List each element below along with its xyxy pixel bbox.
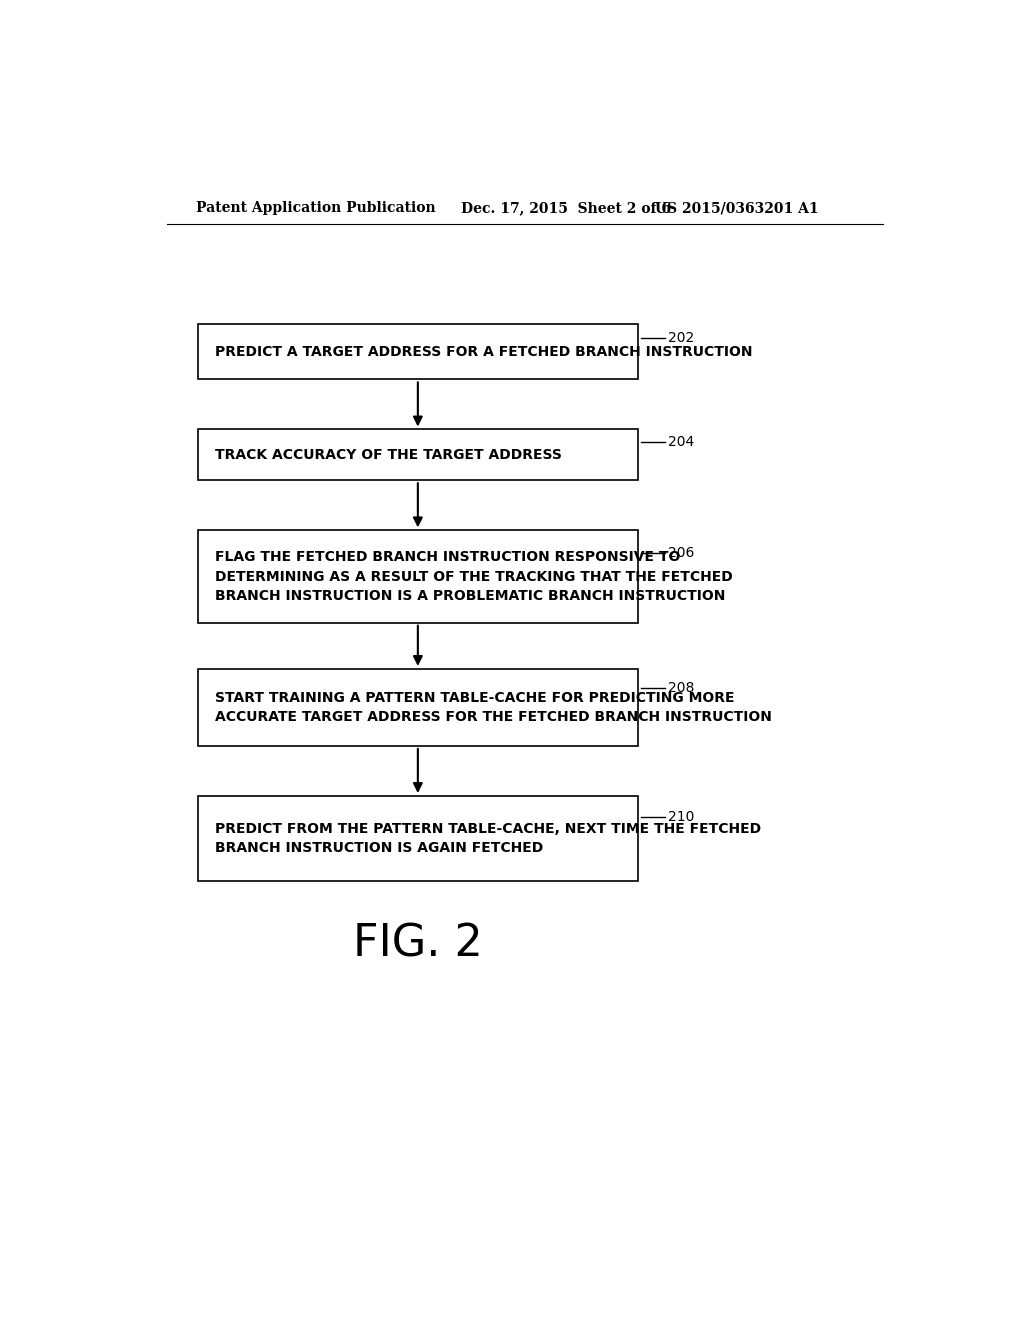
Bar (198, 669, 638, 746)
Bar (198, 429, 638, 480)
Text: 202: 202 (669, 331, 694, 345)
Bar (198, 323, 638, 379)
Text: PREDICT A TARGET ADDRESS FOR A FETCHED BRANCH INSTRUCTION: PREDICT A TARGET ADDRESS FOR A FETCHED B… (215, 345, 753, 359)
Text: 204: 204 (669, 436, 694, 449)
Bar (198, 796, 638, 880)
Text: 208: 208 (669, 681, 694, 696)
Text: TRACK ACCURACY OF THE TARGET ADDRESS: TRACK ACCURACY OF THE TARGET ADDRESS (215, 447, 562, 462)
Text: FLAG THE FETCHED BRANCH INSTRUCTION RESPONSIVE TO
DETERMINING AS A RESULT OF THE: FLAG THE FETCHED BRANCH INSTRUCTION RESP… (215, 550, 732, 603)
Text: 210: 210 (669, 810, 694, 824)
Text: Dec. 17, 2015  Sheet 2 of 6: Dec. 17, 2015 Sheet 2 of 6 (461, 202, 672, 215)
Bar (198, 531, 638, 623)
Text: PREDICT FROM THE PATTERN TABLE-CACHE, NEXT TIME THE FETCHED
BRANCH INSTRUCTION I: PREDICT FROM THE PATTERN TABLE-CACHE, NE… (215, 821, 761, 855)
Text: START TRAINING A PATTERN TABLE-CACHE FOR PREDICTING MORE
ACCURATE TARGET ADDRESS: START TRAINING A PATTERN TABLE-CACHE FOR… (215, 690, 772, 725)
Text: US 2015/0363201 A1: US 2015/0363201 A1 (655, 202, 818, 215)
Text: FIG. 2: FIG. 2 (353, 923, 482, 965)
Text: Patent Application Publication: Patent Application Publication (197, 202, 436, 215)
Text: 206: 206 (669, 546, 694, 561)
